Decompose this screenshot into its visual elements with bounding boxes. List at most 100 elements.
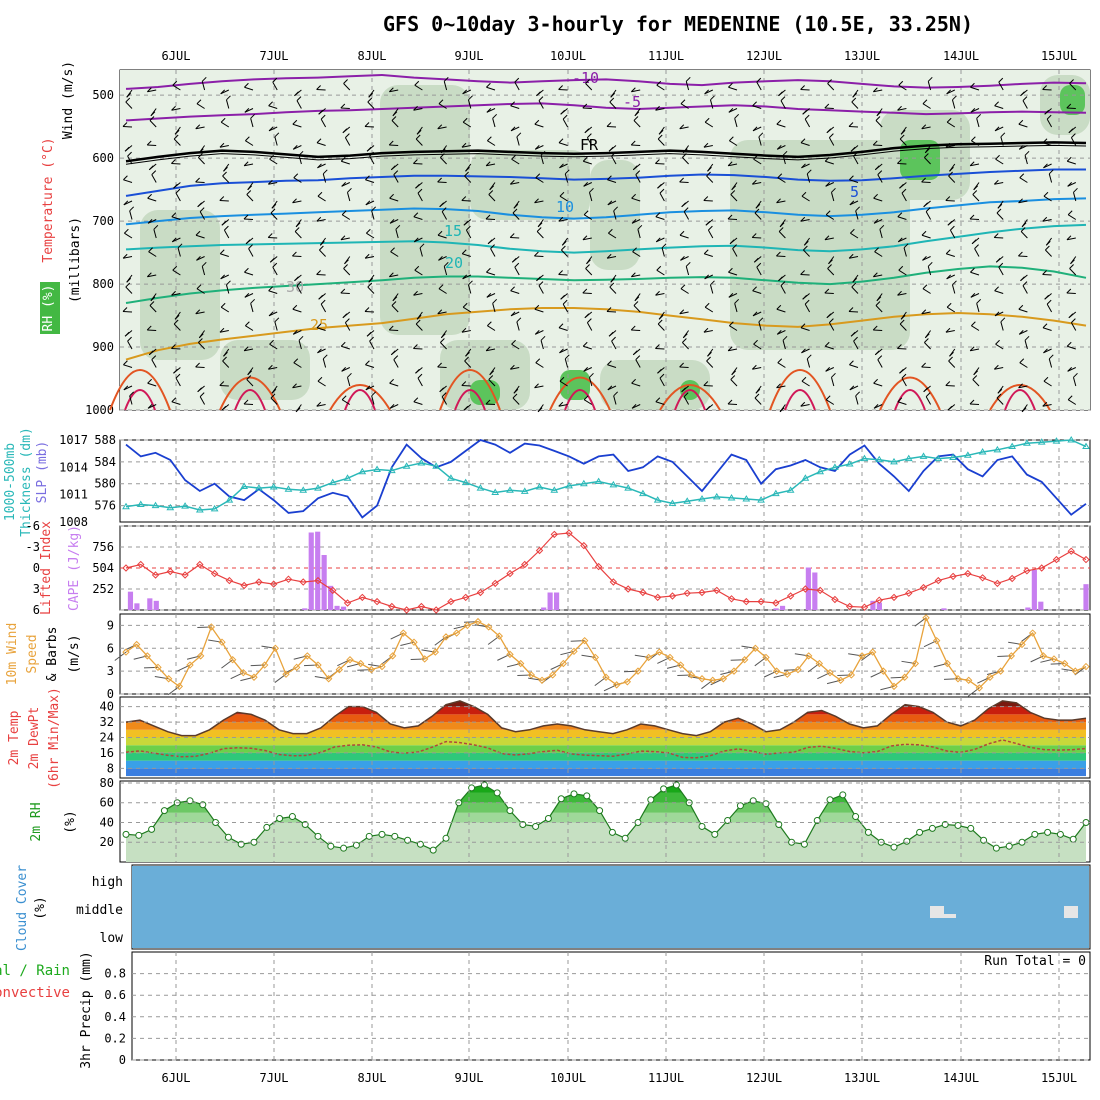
wind-barb [274,132,280,138]
wind-barb [1042,138,1048,144]
rh-marker [391,832,399,840]
wind-barb [195,124,201,130]
wind-barb [534,198,539,204]
wind-barb [222,356,227,362]
wind-barb [341,214,351,220]
wind-barb [127,336,132,342]
wind-barb [538,285,544,294]
wind-barb [971,136,976,142]
rh-marker [557,795,565,803]
wind-barb [489,370,495,376]
wind-barb [635,174,641,183]
wind-barb [899,319,905,325]
wind-barb [316,138,322,144]
y-tick: 20 [100,835,114,849]
wind-barb [973,185,979,191]
wind-barb [268,236,278,239]
wind-barb [468,95,473,101]
wind-barb [195,234,205,239]
rh-shade-patch [440,340,530,410]
wind-barb [510,311,520,317]
axis-label: RH (%) [41,285,56,332]
rh-marker [903,837,911,845]
wind-marker [1039,652,1048,660]
thickness-marker [255,484,263,491]
wind-barb [485,161,491,167]
wind-barb [655,216,665,220]
wind-barb [755,203,761,209]
wind-barb [969,161,975,167]
wind-marker [484,623,493,631]
wind-barb [558,85,563,90]
wind-marker [772,667,781,675]
wind-barb [219,145,229,148]
wind-barb [850,331,856,337]
wind-barb [679,311,689,315]
wind-barb [441,396,448,405]
wind-barb [776,308,786,313]
wind-barb [631,404,641,409]
wind-barb [994,311,1000,317]
wind-barb [510,290,520,294]
wind-barb [198,148,204,154]
wind-barb [1042,327,1052,331]
lifted-marker [993,579,1002,588]
wind-barb [536,276,541,282]
wind-barb [709,284,714,294]
wind-barb [801,163,810,169]
wind-barb [656,80,662,86]
wind-barb [583,160,592,165]
y-tick: 40 [100,815,114,829]
day-label-top: 9JUL [455,49,484,63]
y-tick: 700 [92,214,114,228]
thickness-marker [831,463,839,470]
wind-barb [924,338,929,343]
wind-barb [461,142,467,148]
thickness-marker [550,486,559,493]
wind-barb [901,188,907,194]
wind-barb [680,284,686,290]
wind-barb [171,401,181,405]
wind-barb [897,237,903,243]
wind-barb [195,366,205,368]
wind-barb [777,173,783,179]
wind-barb [316,273,326,276]
wind-barb [1046,114,1052,120]
wind-barb [1066,292,1076,294]
wind-barb [340,107,350,109]
wind-speed-line [125,615,1087,689]
wind-barb [900,314,906,320]
wind-barb [535,173,541,179]
day-label-top: 13JUL [844,49,880,63]
wind-barb [631,403,637,409]
wind-barb [201,261,207,267]
wind-barb [316,404,326,407]
wind-barb [294,231,302,239]
wind-barb [486,86,496,91]
wind-barb [946,117,952,123]
wind-marker [687,671,696,679]
wind-barb [1069,79,1074,84]
wind-barb [728,82,733,88]
wind-barb [250,118,254,128]
wind-barb [586,259,591,265]
wind-barb [365,175,370,181]
wind-barb [171,293,181,296]
wind-barb [657,134,663,140]
wind-barb [703,327,709,333]
panel-frame-wind10m [119,613,1091,695]
wind-barb [538,100,544,109]
lifted-marker [166,567,175,576]
wind-barb [998,266,1004,276]
wind-barb [872,140,878,146]
thickness-marker [387,466,396,474]
wind-barb [558,216,564,222]
wind-barb [996,208,1002,214]
wind-barb [582,292,592,294]
rh-marker [596,807,604,815]
wind-barb [292,200,302,204]
wind-barb [244,108,254,113]
wind-marker [794,665,802,674]
wind-barb [727,346,733,352]
wind-barb [800,216,806,222]
